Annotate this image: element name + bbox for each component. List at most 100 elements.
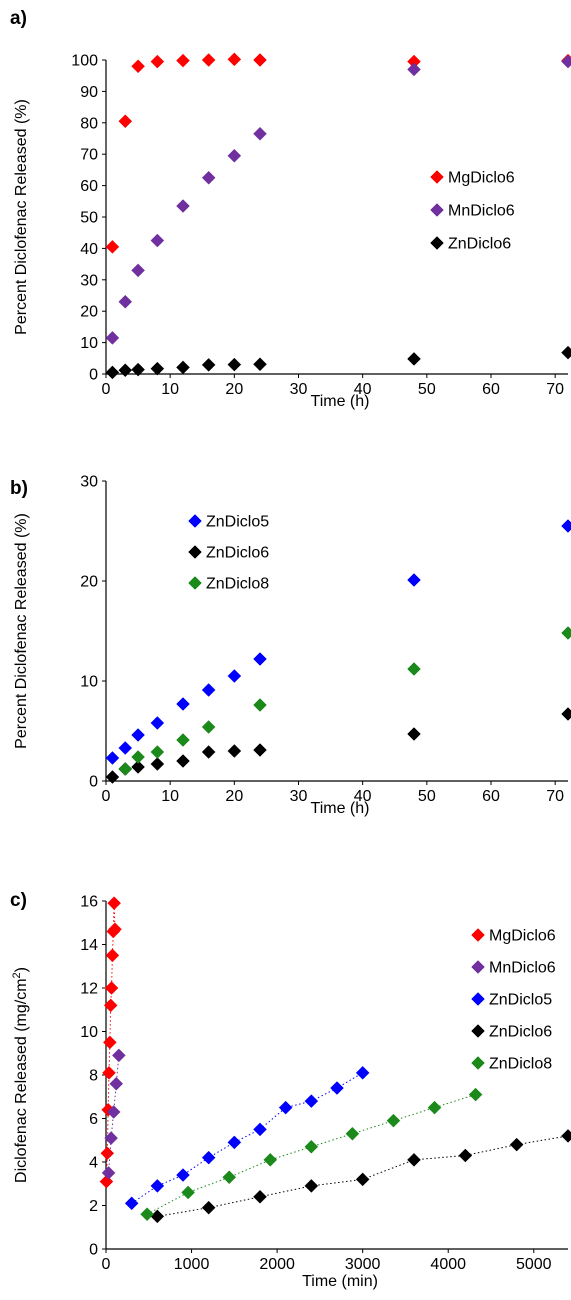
legend-marker: [471, 1056, 485, 1070]
data-point-mgdiclo6: [100, 1146, 115, 1161]
legend-item-zndiclo6: ZnDiclo6: [188, 545, 269, 562]
legend-item-mgdiclo6: MgDiclo6: [430, 170, 515, 187]
data-point-zndiclo5: [278, 1100, 293, 1115]
legend-marker: [471, 960, 485, 974]
data-point-zndiclo8: [222, 1170, 237, 1185]
data-point-mndiclo6: [101, 1166, 116, 1180]
x-tick-label: 4000: [430, 1256, 466, 1273]
x-tick-label: 30: [290, 381, 308, 398]
data-point-zndiclo6: [150, 361, 165, 376]
data-point-zndiclo8: [140, 1207, 154, 1222]
data-point-mgdiclo6: [102, 1035, 117, 1050]
legend-marker: [430, 236, 444, 250]
data-point-zndiclo6: [201, 745, 216, 759]
data-point-zndiclo6: [253, 743, 267, 757]
data-point-zndiclo8: [253, 698, 267, 712]
y-tick-label: 30: [80, 272, 98, 289]
data-point-zndiclo5: [227, 1135, 242, 1150]
legend-item-mndiclo6: MnDiclo6: [430, 203, 515, 220]
data-point-zndiclo6: [304, 1179, 319, 1193]
y-tick-label: 20: [80, 304, 98, 321]
data-point-zndiclo5: [355, 1065, 370, 1080]
data-point-mndiclo6: [227, 148, 242, 163]
data-point-mgdiclo6: [227, 52, 242, 67]
y-tick-label: 16: [80, 894, 98, 911]
data-point-zndiclo8: [176, 733, 190, 747]
data-point-mgdiclo6: [108, 922, 122, 937]
y-tick-label: 10: [80, 1024, 98, 1041]
data-point-zndiclo8: [263, 1152, 278, 1167]
series-mgdiclo6: [99, 896, 122, 1189]
data-point-zndiclo6: [253, 1189, 267, 1204]
data-point-zndiclo6: [201, 1200, 216, 1215]
data-point-zndiclo8: [386, 1113, 401, 1128]
data-point-zndiclo5: [407, 573, 421, 587]
series-zndiclo8: [118, 626, 571, 776]
legend: MgDiclo6 MnDiclo6 ZnDiclo5 ZnDiclo6 ZnDiclo8: [471, 928, 556, 1073]
data-point-zndiclo8: [201, 720, 216, 734]
data-point-zndiclo5: [118, 741, 133, 755]
legend-label: ZnDiclo5: [206, 514, 269, 531]
series-zndiclo6: [150, 1129, 571, 1224]
data-point-mndiclo6: [105, 331, 120, 345]
data-point-mgdiclo6: [150, 54, 165, 69]
y-axis-title-end: ): [13, 967, 30, 972]
data-point-zndiclo6: [561, 345, 571, 360]
legend-marker: [471, 1024, 485, 1038]
legend-label: ZnDiclo8: [206, 576, 269, 593]
data-point-zndiclo6: [176, 360, 190, 375]
series-zndiclo6: [105, 707, 571, 784]
y-tick-label: 0: [89, 367, 98, 384]
legend-label: MnDiclo6: [489, 960, 556, 977]
data-point-zndiclo6: [131, 362, 145, 377]
data-point-mndiclo6: [407, 62, 421, 77]
legend-marker: [430, 170, 444, 184]
legend-label: MgDiclo6: [448, 170, 515, 187]
y-tick-label: 30: [80, 474, 98, 491]
data-point-mgdiclo6: [103, 998, 118, 1013]
data-point-mndiclo6: [111, 1048, 126, 1063]
y-tick-label: 14: [80, 937, 98, 954]
data-point-mndiclo6: [106, 1105, 121, 1119]
legend-label: ZnDiclo6: [489, 1024, 552, 1041]
data-point-zndiclo5: [176, 1168, 190, 1182]
y-tick-label: 60: [80, 178, 98, 195]
y-tick-label: 6: [89, 1111, 98, 1128]
data-point-zndiclo5: [304, 1094, 319, 1108]
data-point-mndiclo6: [201, 170, 216, 185]
legend-marker: [471, 992, 485, 1006]
data-point-mgdiclo6: [118, 114, 133, 129]
data-point-mgdiclo6: [105, 239, 120, 254]
x-tick-label: 70: [546, 381, 564, 398]
data-point-zndiclo5: [253, 652, 267, 666]
y-tick-label: 80: [80, 115, 98, 132]
legend-label: ZnDiclo8: [489, 1056, 552, 1073]
y-axis-title: Diclofenac Released (mg/cm2): [11, 967, 30, 1183]
y-tick-label: 10: [80, 335, 98, 352]
x-axis-title: Time (h): [311, 393, 370, 410]
series-mgdiclo6: [105, 52, 571, 254]
legend-item-mndiclo6: MnDiclo6: [471, 960, 556, 977]
data-point-zndiclo8: [181, 1185, 195, 1200]
series-line-zndiclo5: [131, 1072, 363, 1204]
series-zndiclo8: [140, 1087, 483, 1222]
y-tick-label: 100: [71, 53, 98, 70]
legend-item-zndiclo5: ZnDiclo5: [188, 514, 269, 531]
x-tick-label: 20: [225, 381, 243, 398]
data-point-mgdiclo6: [201, 53, 216, 67]
data-point-mgdiclo6: [105, 948, 120, 963]
y-tick-label: 10: [80, 674, 98, 691]
data-point-zndiclo8: [118, 762, 133, 776]
data-point-zndiclo6: [105, 770, 120, 784]
data-point-zndiclo8: [468, 1087, 483, 1102]
data-point-zndiclo5: [201, 683, 216, 697]
data-point-zndiclo6: [561, 707, 571, 721]
data-point-zndiclo5: [253, 1122, 267, 1137]
x-tick-label: 1000: [174, 1256, 210, 1273]
data-point-zndiclo8: [304, 1139, 319, 1154]
data-point-mndiclo6: [131, 263, 145, 278]
data-point-mndiclo6: [253, 126, 267, 141]
legend-item-mgdiclo6: MgDiclo6: [471, 928, 556, 945]
legend-item-zndiclo8: ZnDiclo8: [188, 576, 269, 593]
data-point-zndiclo6: [227, 744, 242, 758]
